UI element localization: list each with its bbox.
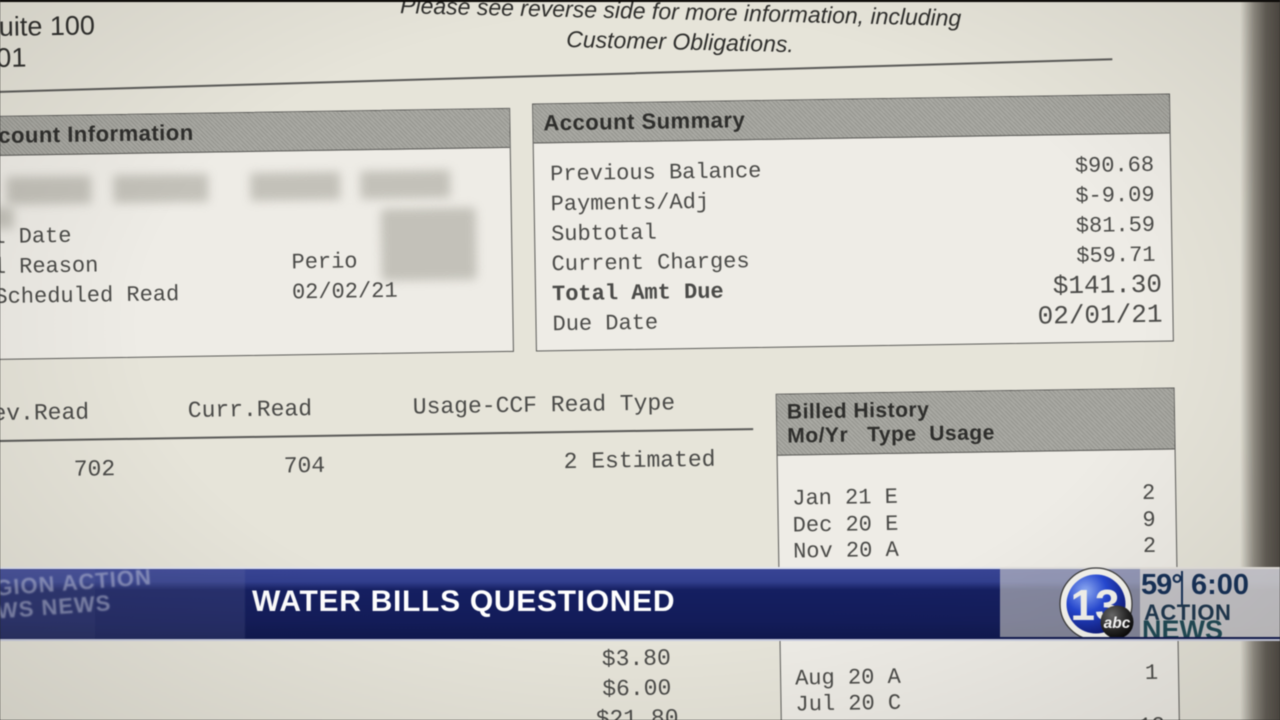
svg-text:abc: abc	[1104, 615, 1131, 632]
